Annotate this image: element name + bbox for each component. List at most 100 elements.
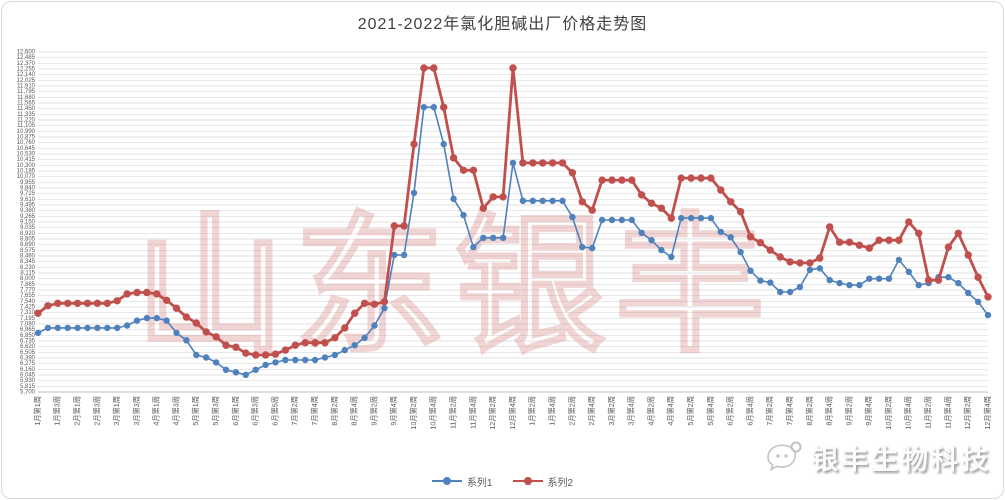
svg-text:8月第2周: 8月第2周 <box>330 396 339 426</box>
series2-legend-marker-icon <box>512 477 543 485</box>
svg-text:7,310: 7,310 <box>20 310 36 316</box>
svg-text:2月第1周: 2月第1周 <box>72 396 81 426</box>
svg-text:6月第4周: 6月第4周 <box>745 396 754 426</box>
svg-text:11,450: 11,450 <box>17 106 36 112</box>
svg-text:6,275: 6,275 <box>20 361 36 367</box>
svg-text:9,610: 9,610 <box>20 197 36 203</box>
svg-text:7,885: 7,885 <box>20 282 36 288</box>
svg-text:11月第2周: 11月第2周 <box>449 396 458 429</box>
svg-text:6,965: 6,965 <box>20 327 36 333</box>
svg-text:11,680: 11,680 <box>17 95 36 101</box>
svg-text:8,690: 8,690 <box>20 242 36 248</box>
svg-text:6月第3周: 6月第3周 <box>251 396 260 426</box>
svg-text:7,195: 7,195 <box>20 316 36 322</box>
svg-text:12,485: 12,485 <box>17 55 36 61</box>
svg-text:5月第2周: 5月第2周 <box>686 396 695 426</box>
svg-text:10,530: 10,530 <box>17 152 36 158</box>
svg-text:9,725: 9,725 <box>20 191 36 197</box>
svg-text:6,620: 6,620 <box>20 344 36 350</box>
svg-text:3月第1周: 3月第1周 <box>112 396 121 426</box>
svg-text:2月第3周: 2月第3周 <box>92 396 101 426</box>
svg-text:12,600: 12,600 <box>17 50 36 56</box>
svg-text:8,460: 8,460 <box>20 254 36 260</box>
svg-text:10,990: 10,990 <box>17 129 36 135</box>
svg-text:9,265: 9,265 <box>20 214 36 220</box>
svg-text:1月第1周: 1月第1周 <box>33 396 42 426</box>
svg-text:9月第2周: 9月第2周 <box>369 396 378 426</box>
svg-text:11月第2周: 11月第2周 <box>924 396 933 429</box>
svg-text:7,540: 7,540 <box>20 299 36 305</box>
svg-text:8,230: 8,230 <box>20 265 36 271</box>
svg-text:9,840: 9,840 <box>20 186 36 192</box>
svg-text:5月第1周: 5月第1周 <box>191 396 200 426</box>
center-watermark-text: 山东银丰 <box>135 202 775 370</box>
svg-text:7,425: 7,425 <box>20 305 36 311</box>
svg-text:12,140: 12,140 <box>17 72 36 78</box>
svg-text:6,390: 6,390 <box>20 356 36 362</box>
svg-text:4月第4周: 4月第4周 <box>666 396 675 426</box>
svg-text:11,565: 11,565 <box>17 101 36 107</box>
svg-text:7,080: 7,080 <box>20 322 36 328</box>
svg-text:11,335: 11,335 <box>17 112 36 118</box>
svg-text:6月第1周: 6月第1周 <box>231 396 240 426</box>
gridlines <box>38 51 988 393</box>
svg-text:7月第2周: 7月第2周 <box>290 396 299 426</box>
svg-text:7,655: 7,655 <box>20 293 36 299</box>
svg-text:11月第4周: 11月第4周 <box>943 396 952 429</box>
svg-text:10月第4周: 10月第4周 <box>904 396 913 430</box>
svg-text:2月第2周: 2月第2周 <box>567 396 576 426</box>
chart-title: 2021-2022年氯化胆碱出厂价格走势图 <box>357 16 648 33</box>
svg-text:12月第4周: 12月第4周 <box>508 396 517 430</box>
svg-text:8月第4周: 8月第4周 <box>350 396 359 426</box>
svg-text:11月第4周: 11月第4周 <box>468 396 477 429</box>
svg-text:10,415: 10,415 <box>17 157 36 163</box>
svg-text:5,700: 5,700 <box>20 390 36 396</box>
svg-text:9,035: 9,035 <box>20 225 36 231</box>
svg-text:12,025: 12,025 <box>17 78 36 84</box>
svg-text:7,770: 7,770 <box>20 288 36 294</box>
svg-text:9,380: 9,380 <box>20 208 36 214</box>
svg-text:7月第4周: 7月第4周 <box>310 396 319 426</box>
svg-text:9,495: 9,495 <box>20 203 36 209</box>
svg-text:11,105: 11,105 <box>17 123 36 129</box>
legend-item-series1: 系列1 <box>431 474 493 489</box>
svg-text:10,875: 10,875 <box>17 135 36 141</box>
series2-markers <box>34 64 992 359</box>
legend-label-series1: 系列1 <box>466 477 493 489</box>
svg-text:12月第2周: 12月第2周 <box>963 396 972 430</box>
svg-text:6,850: 6,850 <box>20 333 36 339</box>
y-axis-labels: 5,7005,8155,9306,0456,1606,2756,3906,505… <box>17 50 36 396</box>
legend-label-series2: 系列2 <box>547 477 574 489</box>
svg-text:3月第3周: 3月第3周 <box>132 396 141 426</box>
series1-legend-marker-icon <box>431 477 462 485</box>
svg-text:10月第4周: 10月第4周 <box>429 396 438 430</box>
svg-text:12月第4周: 12月第4周 <box>983 396 992 430</box>
svg-text:12,255: 12,255 <box>17 67 36 73</box>
svg-text:8,575: 8,575 <box>20 248 36 254</box>
svg-text:11,795: 11,795 <box>17 89 36 95</box>
svg-text:8月第2周: 8月第2周 <box>805 396 814 426</box>
svg-text:9月第4周: 9月第4周 <box>864 396 873 426</box>
svg-text:7月第2周: 7月第2周 <box>765 396 774 426</box>
legend-item-series2: 系列2 <box>512 474 574 489</box>
svg-text:8,345: 8,345 <box>20 259 36 265</box>
svg-text:8,000: 8,000 <box>20 276 36 282</box>
svg-text:10,070: 10,070 <box>17 174 36 180</box>
svg-text:9月第4周: 9月第4周 <box>389 396 398 426</box>
svg-text:9,150: 9,150 <box>20 220 36 226</box>
svg-text:10月第2周: 10月第2周 <box>409 396 418 430</box>
svg-text:6,160: 6,160 <box>20 367 36 373</box>
svg-text:10,185: 10,185 <box>17 169 36 175</box>
svg-text:11,220: 11,220 <box>17 118 36 124</box>
svg-text:2月第4周: 2月第4周 <box>587 396 596 426</box>
svg-text:6,045: 6,045 <box>20 373 36 379</box>
svg-text:5,930: 5,930 <box>20 378 36 384</box>
x-axis-labels: 1月第1周 1月第3周 2月第1周 2月第3周 3月第1周 3月第3周 4月第1周 4月第3周… <box>33 396 992 430</box>
svg-text:3月第2周: 3月第2周 <box>607 396 616 426</box>
svg-text:12月第2周: 12月第2周 <box>488 396 497 430</box>
svg-text:1月第4周: 1月第4周 <box>547 396 556 426</box>
svg-text:8,805: 8,805 <box>20 237 36 243</box>
svg-text:5,815: 5,815 <box>20 384 36 390</box>
svg-text:11,910: 11,910 <box>17 84 36 90</box>
